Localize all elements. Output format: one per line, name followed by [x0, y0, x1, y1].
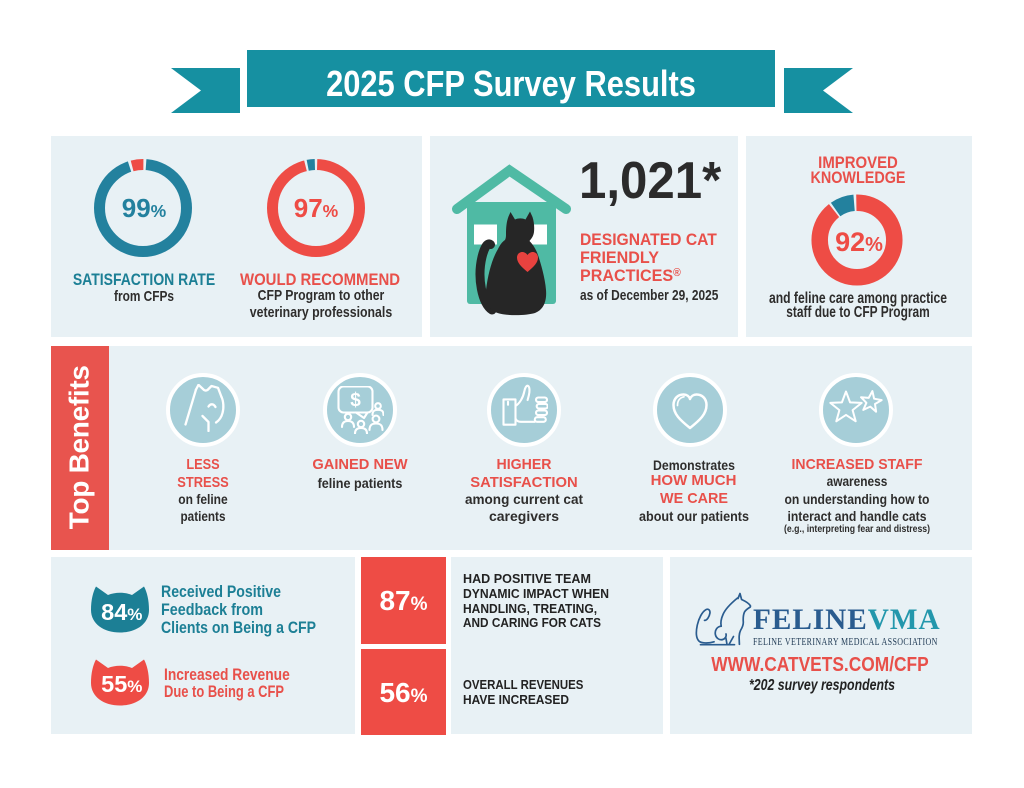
svg-text:$: $	[350, 390, 361, 411]
